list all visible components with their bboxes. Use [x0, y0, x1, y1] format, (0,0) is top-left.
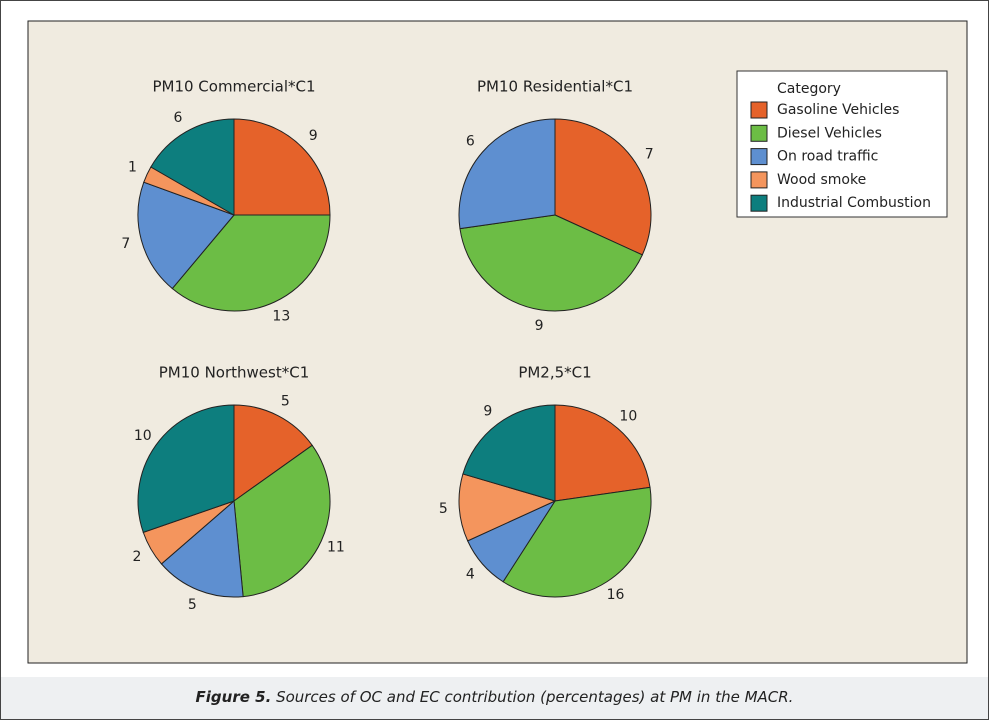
slice-label: 4 [466, 566, 475, 582]
pie-slice [459, 214, 643, 312]
caption-text: Sources of OC and EC contribution (perce… [276, 688, 794, 706]
pie-slice [462, 404, 556, 502]
legend-label: Wood smoke [777, 172, 866, 188]
slice-label: 6 [174, 110, 183, 126]
slice-label: 9 [309, 128, 318, 144]
slice-label: 9 [483, 403, 492, 419]
slice-label: 11 [327, 540, 345, 556]
slice-label: 5 [439, 501, 448, 517]
pie-slice [233, 404, 313, 502]
slice-label: 16 [607, 587, 625, 603]
slice-label: 6 [466, 134, 475, 150]
pie-slice [137, 404, 235, 534]
legend-swatch [750, 124, 768, 142]
pie-slice [458, 473, 557, 542]
legend-box [736, 70, 948, 218]
slice-label: 7 [645, 146, 654, 162]
caption: Figure 5. Sources of OC and EC contribut… [1, 677, 988, 719]
legend-title: Category [777, 81, 841, 97]
slice-label: 9 [535, 318, 544, 334]
pie-slice [160, 499, 244, 598]
legend-swatch [750, 148, 768, 166]
legend-label: Industrial Combustion [777, 195, 931, 211]
pie-title: PM2,5*C1 [518, 364, 591, 382]
pie-slice [458, 118, 556, 230]
pie-slice [171, 214, 331, 312]
pie-slice [554, 118, 652, 256]
legend-swatch [750, 194, 768, 212]
pie-slice [137, 181, 235, 290]
legend-label: Gasoline Vehicles [777, 102, 899, 118]
legend-label: Diesel Vehicles [777, 125, 882, 141]
slice-label: 10 [619, 408, 637, 424]
pie-title: PM10 Residential*C1 [477, 78, 633, 96]
pie-slice [554, 404, 651, 502]
slice-label: 13 [272, 309, 290, 325]
legend-swatch [750, 101, 768, 119]
slice-label: 1 [128, 160, 137, 176]
pie-slice [233, 118, 331, 216]
slice-label: 2 [133, 549, 142, 565]
caption-label: Figure 5. [195, 688, 272, 706]
slice-label: 5 [281, 393, 290, 409]
slice-label: 5 [188, 597, 197, 613]
legend-label: On road traffic [777, 149, 878, 165]
legend-swatch [750, 171, 768, 189]
pie-slice [150, 118, 235, 216]
pie-slice [233, 444, 331, 598]
slice-label: 7 [121, 236, 130, 252]
pie-title: PM10 Commercial*C1 [152, 78, 315, 96]
pie-slice [502, 486, 652, 598]
pie-title: PM10 Northwest*C1 [159, 364, 310, 382]
slice-label: 10 [134, 428, 152, 444]
